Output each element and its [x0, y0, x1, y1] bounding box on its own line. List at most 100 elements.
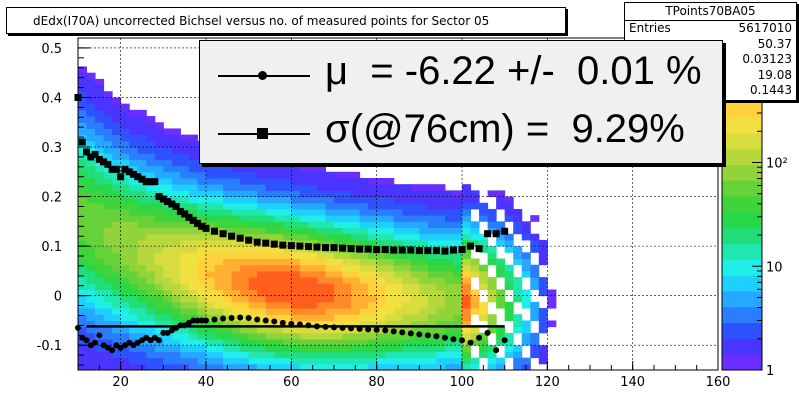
heatmap-cell — [342, 283, 352, 290]
heatmap-cell — [513, 215, 523, 222]
heatmap-cell — [180, 190, 190, 198]
heatmap-cell — [78, 357, 88, 365]
heatmap-cell — [188, 202, 198, 210]
heatmap-cell — [240, 308, 250, 315]
heatmap-cell — [470, 363, 480, 371]
heatmap-cell — [265, 246, 275, 253]
heatmap-cell — [120, 246, 130, 253]
z-tick-label: 10 — [766, 260, 783, 275]
heatmap-cell — [163, 270, 173, 278]
heatmap-cell — [86, 190, 96, 198]
heatmap-cell — [282, 171, 292, 179]
heatmap-cell — [479, 246, 489, 253]
heatmap-cell — [351, 357, 361, 365]
heatmap-cell — [359, 277, 369, 284]
heatmap-cell — [342, 339, 352, 346]
heatmap-cell — [487, 363, 497, 371]
heatmap-cell — [120, 153, 130, 160]
heatmap-cell — [393, 202, 403, 210]
heatmap-cell — [274, 320, 284, 328]
heatmap-cell — [112, 357, 122, 365]
heatmap-cell — [436, 351, 446, 359]
heatmap-cell — [223, 165, 233, 173]
heatmap-cell — [308, 320, 318, 328]
heatmap-cell — [444, 233, 454, 241]
heatmap-cell — [78, 196, 88, 204]
mu-point — [339, 324, 346, 331]
heatmap-cell — [402, 202, 412, 210]
mu-point — [156, 337, 163, 344]
heatmap-cell — [299, 301, 309, 309]
heatmap-cell — [470, 196, 480, 204]
heatmap-cell — [470, 270, 480, 278]
heatmap-cell — [487, 252, 497, 260]
heatmap-cell — [86, 295, 96, 303]
heatmap-cell — [188, 283, 198, 290]
heatmap-cell — [257, 246, 267, 253]
heatmap-cell — [188, 351, 198, 359]
heatmap-cell — [316, 233, 326, 241]
heatmap-cell — [453, 196, 463, 204]
heatmap-cell — [171, 190, 181, 198]
heatmap-cell — [334, 351, 344, 359]
mu-point — [198, 317, 205, 324]
heatmap-cell — [521, 252, 531, 260]
heatmap-cell — [410, 283, 420, 290]
heatmap-cell — [393, 326, 403, 334]
heatmap-cell — [487, 326, 497, 334]
heatmap-cell — [299, 363, 309, 371]
heatmap-cell — [376, 177, 386, 185]
heatmap-cell — [129, 177, 139, 185]
heatmap-cell — [436, 320, 446, 328]
heatmap-cell — [308, 171, 318, 179]
heatmap-cell — [146, 239, 156, 247]
heatmap-cell — [171, 351, 181, 359]
heatmap-cell — [359, 314, 369, 321]
mu-point — [348, 325, 355, 332]
heatmap-cell — [86, 208, 96, 216]
heatmap-cell — [462, 202, 472, 210]
heatmap-cell — [376, 264, 386, 272]
heatmap-cell — [393, 208, 403, 216]
heatmap-cell — [487, 320, 497, 328]
heatmap-cell — [171, 314, 181, 321]
heatmap-cell — [291, 252, 301, 260]
heatmap-cell — [231, 165, 241, 173]
heatmap-cell — [496, 326, 506, 334]
heatmap-cell — [146, 184, 156, 191]
heatmap-cell — [248, 295, 258, 303]
legend-entry-sigma: σ(@76cm) = 9.29% — [200, 103, 722, 163]
heatmap-cell — [197, 357, 207, 365]
heatmap-cell — [163, 277, 173, 284]
heatmap-cell — [265, 258, 275, 266]
heatmap-cell — [86, 147, 96, 154]
heatmap-cell — [547, 289, 557, 297]
heatmap-cell — [86, 277, 96, 284]
heatmap-cell — [146, 289, 156, 297]
heatmap-cell — [248, 345, 258, 352]
heatmap-cell — [223, 215, 233, 222]
heatmap-cell — [154, 202, 164, 210]
sigma-point — [245, 236, 253, 244]
heatmap-cell — [308, 239, 318, 247]
heatmap-cell — [308, 233, 318, 241]
heatmap-cell — [462, 258, 472, 266]
heatmap-cell — [487, 227, 497, 235]
heatmap-cell — [359, 270, 369, 278]
heatmap-cell — [154, 140, 164, 148]
heatmap-cell — [325, 190, 335, 198]
heatmap-cell — [171, 270, 181, 278]
heatmap-cell — [299, 283, 309, 290]
heatmap-cell — [197, 363, 207, 371]
heatmap-cell — [453, 326, 463, 334]
heatmap-cell — [282, 196, 292, 204]
heatmap-cell — [112, 308, 122, 315]
heatmap-cell — [504, 239, 514, 247]
heatmap-cell — [410, 246, 420, 253]
heatmap-cell — [112, 202, 122, 210]
heatmap-cell — [206, 227, 216, 235]
heatmap-cell — [206, 277, 216, 284]
heatmap-cell — [180, 184, 190, 191]
heatmap-cell — [188, 301, 198, 309]
heatmap-cell — [334, 171, 344, 179]
